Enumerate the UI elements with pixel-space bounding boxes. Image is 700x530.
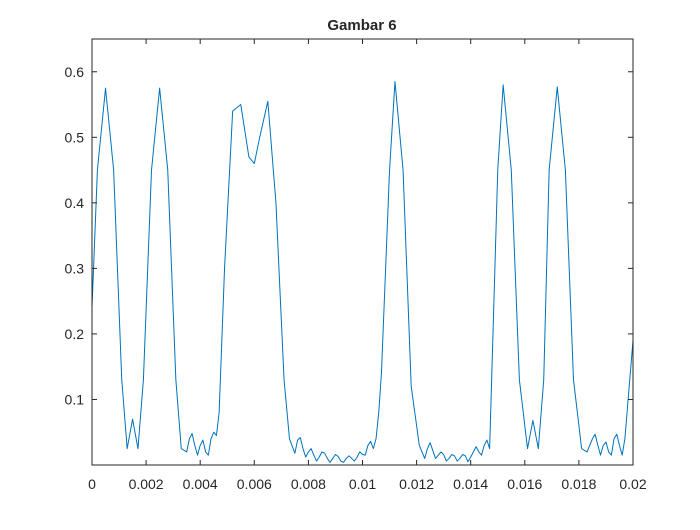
x-tick-label: 0.006	[237, 476, 272, 492]
y-tick-label: 0.2	[65, 326, 85, 342]
y-tick-label: 0.1	[65, 391, 85, 407]
x-tick-label: 0.014	[453, 476, 488, 492]
x-tick-label: 0.004	[183, 476, 218, 492]
x-tick-label: 0.008	[291, 476, 326, 492]
y-tick-label: 0.6	[65, 64, 85, 80]
x-tick-label: 0.01	[349, 476, 376, 492]
series-layer	[91, 81, 634, 463]
series-line-1	[91, 81, 634, 463]
x-tick-label: 0.016	[507, 476, 542, 492]
axes: 0 0.002 0.004 0.006 0.008 0.01 0.012 0.014 0.016…	[65, 38, 647, 492]
y-tick-label: 0.3	[65, 260, 85, 276]
x-tick-label: 0	[88, 476, 96, 492]
x-tick-label: 0.012	[399, 476, 434, 492]
chart-title: Gambar 6	[327, 17, 396, 34]
plot-area	[92, 39, 633, 465]
x-tick-label: 0.002	[129, 476, 164, 492]
y-tick-label: 0.4	[65, 195, 85, 211]
x-tick-label: 0.018	[561, 476, 596, 492]
y-tick-label: 0.5	[65, 129, 85, 145]
x-tick-label: 0.02	[619, 476, 646, 492]
